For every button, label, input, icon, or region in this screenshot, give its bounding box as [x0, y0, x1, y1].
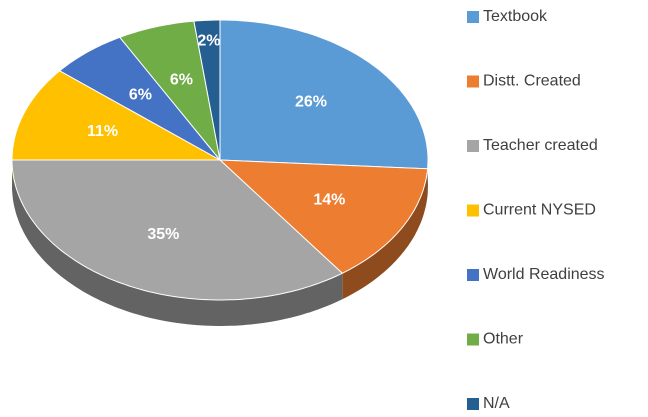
legend-swatch: [467, 11, 479, 23]
legend-label: Other: [483, 331, 524, 348]
value-label: 6%: [129, 86, 152, 103]
value-label: 11%: [87, 123, 118, 140]
slice: [58, 36, 221, 161]
slice: [118, 20, 221, 161]
legend-swatch: [467, 269, 479, 281]
legend-label: Textbook: [483, 8, 548, 25]
slice: [218, 159, 429, 274]
legend-label: Current NYSED: [483, 202, 596, 219]
slice: [11, 70, 222, 161]
legend-swatch: [467, 398, 479, 410]
legend-label: World Readiness: [483, 266, 605, 283]
legend-label: Distt. Created: [483, 73, 581, 90]
slice-side: [12, 160, 343, 326]
value-label: 6%: [170, 71, 193, 88]
legend-swatch: [467, 140, 479, 152]
legend-label: N/A: [483, 395, 510, 412]
slice-side: [342, 168, 428, 300]
slice: [11, 159, 344, 301]
slice: [219, 19, 429, 170]
slice: [193, 19, 221, 161]
legend-swatch: [467, 75, 479, 88]
value-label: 26%: [295, 94, 327, 111]
value-label: 14%: [313, 192, 345, 209]
legend-swatch: [467, 204, 479, 217]
value-label: 2%: [197, 32, 220, 49]
legend-label: Teacher created: [483, 137, 598, 154]
value-label: 35%: [147, 226, 179, 243]
legend-swatch: [467, 333, 479, 346]
